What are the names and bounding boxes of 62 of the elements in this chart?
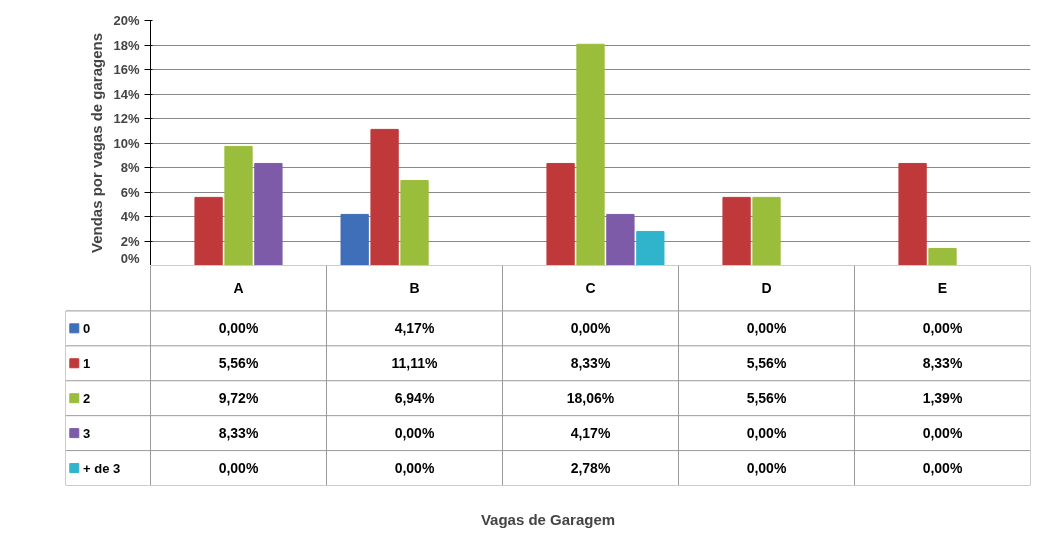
y-tick-label: 14% — [113, 86, 140, 102]
y-tick-label: 20% — [113, 13, 140, 28]
data-label: 8,33% — [218, 425, 259, 442]
y-axis-title: Vendas por vagas de garagens — [88, 32, 106, 254]
x-tick-label: D — [761, 280, 772, 297]
bar — [254, 162, 283, 265]
x-tick-label: E — [937, 280, 948, 297]
x-tick-label: C — [585, 280, 596, 297]
data-label: 0,00% — [746, 460, 787, 477]
y-tick-label: 12% — [113, 111, 140, 126]
y-tick-label: 6% — [120, 184, 140, 200]
bar — [752, 196, 781, 265]
data-label: 8,33% — [922, 355, 963, 372]
bar — [636, 230, 665, 265]
data-label: 5,56% — [746, 390, 787, 407]
data-label: 0,00% — [746, 320, 787, 337]
data-label: 0,00% — [218, 320, 259, 337]
bar — [370, 128, 399, 265]
data-label: 4,17% — [570, 425, 611, 442]
data-label: 0,00% — [394, 460, 435, 477]
data-label: 0,00% — [570, 320, 611, 337]
data-label: 0,00% — [922, 425, 963, 442]
y-tick-label: 8% — [120, 160, 140, 175]
data-label: 0,00% — [746, 425, 787, 442]
legend-label: 2 — [83, 390, 91, 406]
legend-label: 1 — [83, 355, 91, 371]
legend-label: + de 3 — [83, 460, 121, 476]
data-label: 5,56% — [218, 355, 259, 372]
bar — [546, 162, 575, 265]
data-label: 8,33% — [570, 355, 611, 372]
text: Vagas de Garagem — [480, 510, 616, 528]
y-tick-label: 4% — [120, 209, 140, 224]
data-label: 5,56% — [746, 355, 787, 372]
x-tick-label: B — [409, 280, 420, 297]
legend-label: 0 — [83, 320, 91, 336]
data-label: 11,11% — [391, 355, 439, 372]
data-label: 2,78% — [570, 460, 611, 477]
y-tick-label: 2% — [120, 233, 140, 249]
bar — [606, 213, 635, 265]
x-tick-label: A — [233, 280, 244, 297]
bar — [576, 43, 605, 265]
y-tick-label: 18% — [113, 37, 140, 53]
bar — [194, 196, 223, 265]
data-label: 9,72% — [218, 390, 259, 407]
data-label: 0,00% — [922, 460, 963, 477]
bar — [898, 162, 927, 265]
y-tick-label: 0% — [120, 250, 140, 266]
bar — [722, 196, 751, 265]
data-label: 6,94% — [394, 390, 435, 407]
y-tick-label: 10% — [113, 135, 140, 151]
data-label: 0,00% — [922, 320, 963, 337]
legend-label: 3 — [83, 425, 91, 441]
data-label: 1,39% — [922, 390, 963, 407]
bar — [400, 179, 429, 265]
data-label: 0,00% — [394, 425, 435, 442]
data-label: 0,00% — [218, 460, 259, 477]
data-label: 4,17% — [394, 320, 435, 337]
bar — [340, 213, 369, 265]
y-tick-label: 16% — [113, 62, 140, 77]
bar — [928, 247, 957, 265]
data-label: 18,06% — [566, 390, 615, 407]
bar — [224, 145, 253, 265]
